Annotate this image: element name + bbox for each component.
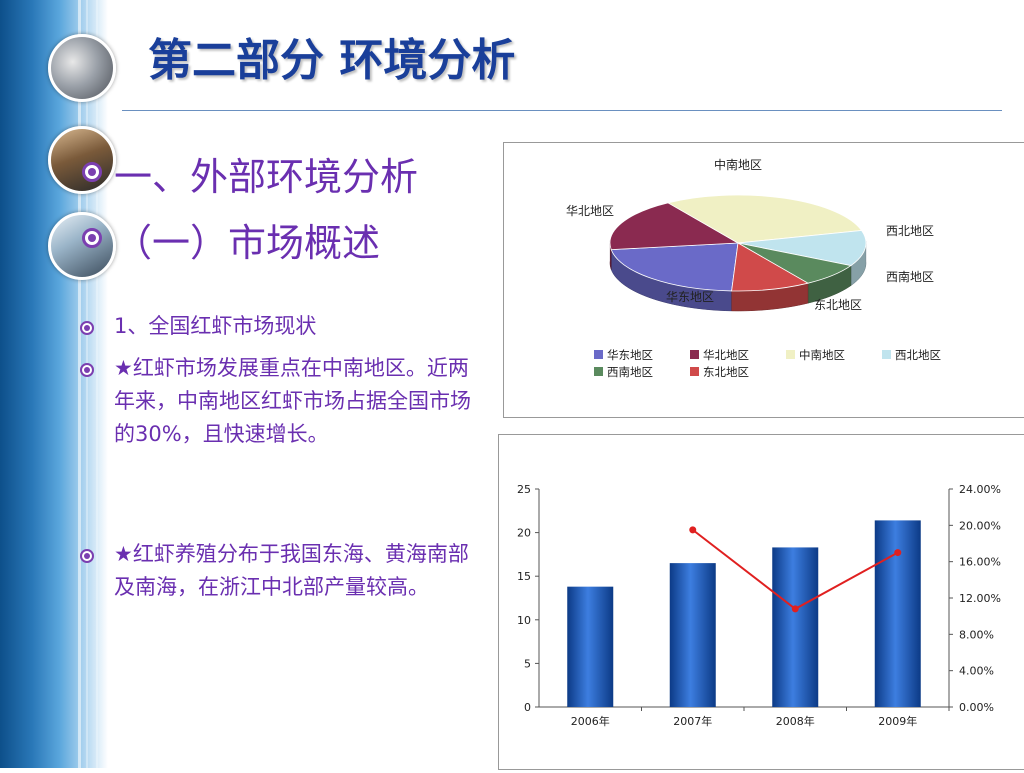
x-tick-label: 2006年 <box>571 714 610 728</box>
bar-stripe <box>78 0 81 768</box>
photo-circle-top <box>48 34 116 102</box>
right-tick-label: 12.00% <box>959 592 1001 605</box>
pie-slice-label: 西北地区 <box>886 224 934 238</box>
pie-slice <box>610 242 739 292</box>
left-tick-label: 5 <box>524 657 531 670</box>
growth-point <box>689 526 697 534</box>
x-tick-label: 2008年 <box>776 714 815 728</box>
legend-label: 东北地区 <box>703 365 749 379</box>
pie-slice-label: 西南地区 <box>886 269 934 284</box>
bullet-text-2: ★红虾市场发展重点在中南地区。近两年来，中南地区红虾市场占据全国市场的30%，且… <box>114 356 471 446</box>
right-tick-label: 20.00% <box>959 519 1001 532</box>
bullet-icon <box>80 363 94 377</box>
pie-slice <box>737 230 867 267</box>
pie-slice <box>609 202 740 251</box>
growth-point <box>894 549 902 557</box>
heading2-bullet-icon <box>82 228 102 248</box>
bullet-icon <box>80 549 94 563</box>
legend-label: 华北地区 <box>703 348 749 362</box>
legend-swatch <box>690 350 699 359</box>
left-tick-label: 10 <box>517 614 531 627</box>
bar <box>669 563 716 707</box>
heading-external-analysis: 一、外部环境分析 <box>114 155 419 199</box>
bar-stripe <box>96 0 98 768</box>
bullet-icon <box>80 321 94 335</box>
legend-label: 西北地区 <box>895 348 941 362</box>
legend-swatch <box>882 350 891 359</box>
legend-label: 中南地区 <box>799 348 845 362</box>
right-tick-label: 4.00% <box>959 665 994 678</box>
legend-swatch <box>690 367 699 376</box>
bar-line-chart: 0 5 10 15 20 25 0.00% 4.00% 8.00% 12.00% 16.00% 20.… <box>517 483 1001 728</box>
legend-label: 华东地区 <box>607 348 653 362</box>
legend-swatch <box>786 350 795 359</box>
right-tick-label: 8.00% <box>959 628 994 641</box>
pie-slice-label: 东北地区 <box>814 298 862 312</box>
right-tick-label: 16.00% <box>959 556 1001 569</box>
x-tick-label: 2009年 <box>878 714 917 728</box>
right-tick-label: 0.00% <box>959 701 994 714</box>
pie-slice-label: 中南地区 <box>714 157 762 172</box>
photo-circle-people <box>48 212 116 280</box>
page-title: 第二部分 环境分析 <box>148 35 516 86</box>
growth-point <box>791 605 799 613</box>
bar-chart-panel: 0 5 10 15 20 25 0.00% 4.00% 8.00% 12.00% 16.00% 20.… <box>498 434 1024 770</box>
pie-slice <box>666 194 863 244</box>
x-tick-label: 2007年 <box>673 714 712 728</box>
legend-swatch <box>594 350 603 359</box>
left-tick-label: 25 <box>517 483 531 496</box>
right-tick-label: 24.00% <box>959 483 1001 496</box>
bullet-text-3: ★红虾养殖分布于我国东海、黄海南部及南海，在浙江中北部产量较高。 <box>114 542 469 599</box>
left-tick-label: 20 <box>517 527 531 540</box>
bar <box>874 520 921 707</box>
left-tick-label: 15 <box>517 570 531 583</box>
legend-swatch <box>594 367 603 376</box>
left-decorative-bar <box>0 0 108 768</box>
bar <box>772 547 819 707</box>
bullet-text-1: 1、全国红虾市场现状 <box>114 314 317 338</box>
bar <box>567 586 614 707</box>
heading-market-overview: （一）市场概述 <box>114 221 381 265</box>
heading1-bullet-icon <box>82 162 102 182</box>
bar-stripe <box>86 0 88 768</box>
pie-chart-panel: 华东地区 华北地区 中南地区 西北地区 西南地区 东北地区 华东地区 华北地区 中南地区 西北地区… <box>503 142 1024 418</box>
title-divider <box>122 110 1002 111</box>
legend-label: 西南地区 <box>607 365 653 379</box>
left-tick-label: 0 <box>524 701 531 714</box>
pie-slice-label: 华北地区 <box>566 204 614 218</box>
pie-slice-label: 华东地区 <box>666 290 714 304</box>
photo-circle-business <box>48 126 116 194</box>
pie-slice <box>731 242 810 292</box>
